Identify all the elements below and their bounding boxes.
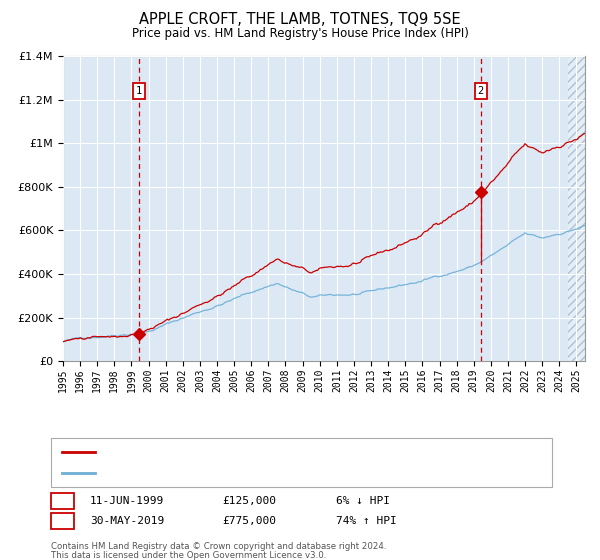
Text: 1: 1 [136,86,142,96]
Text: Price paid vs. HM Land Registry's House Price Index (HPI): Price paid vs. HM Land Registry's House … [131,27,469,40]
Text: APPLE CROFT, THE LAMB, TOTNES, TQ9 5SE (detached house): APPLE CROFT, THE LAMB, TOTNES, TQ9 5SE (… [102,447,425,457]
Text: 2: 2 [478,86,484,96]
Bar [568,56,585,361]
Text: Contains HM Land Registry data © Crown copyright and database right 2024.: Contains HM Land Registry data © Crown c… [51,542,386,551]
Text: 6% ↓ HPI: 6% ↓ HPI [336,496,390,506]
Text: 74% ↑ HPI: 74% ↑ HPI [336,516,397,526]
Text: 1: 1 [59,494,66,508]
Text: £125,000: £125,000 [222,496,276,506]
Text: 11-JUN-1999: 11-JUN-1999 [90,496,164,506]
Text: APPLE CROFT, THE LAMB, TOTNES, TQ9 5SE: APPLE CROFT, THE LAMB, TOTNES, TQ9 5SE [139,12,461,27]
Bar [568,56,585,361]
Text: This data is licensed under the Open Government Licence v3.0.: This data is licensed under the Open Gov… [51,551,326,560]
Text: 2: 2 [59,514,66,528]
Text: HPI: Average price, detached house, South Hams: HPI: Average price, detached house, Sout… [102,468,358,478]
Text: £775,000: £775,000 [222,516,276,526]
Text: 30-MAY-2019: 30-MAY-2019 [90,516,164,526]
